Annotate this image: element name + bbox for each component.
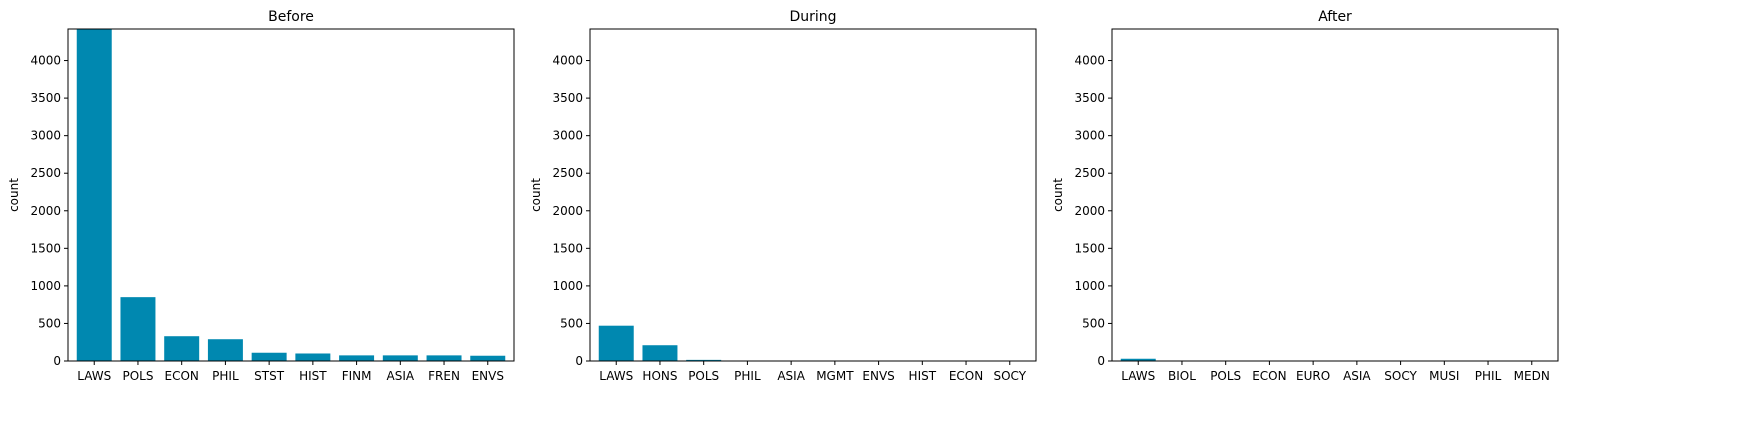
y-tick-label: 3000 [552, 129, 583, 143]
y-tick-label: 3500 [30, 91, 61, 105]
y-tick-label: 2000 [30, 204, 61, 218]
x-tick-label: FREN [428, 369, 460, 383]
axes-frame [1111, 28, 1559, 362]
y-tick-label: 3000 [30, 129, 61, 143]
y-tick-label: 2000 [552, 204, 583, 218]
x-tick-label: BIOL [1168, 369, 1196, 383]
y-tick-label: 1000 [1074, 279, 1105, 293]
y-tick-label: 4000 [1074, 54, 1105, 68]
y-tick-label: 500 [1082, 316, 1105, 330]
bar-finm [339, 355, 375, 361]
subplot-2: LAWS HONS POLS PHIL ASIA MGMT ENVS HIST ECON SOCY… [529, 9, 1037, 383]
y-tick-label: 0 [575, 354, 583, 368]
bar-asia [382, 355, 418, 361]
y-tick-label: 2500 [552, 166, 583, 180]
subplots: LAWS POLS ECON PHIL STST HIST FINM ASIA FREN ENVS… [7, 9, 1559, 383]
y-tick-label: 1000 [30, 279, 61, 293]
bar-envs [470, 355, 506, 361]
y-tick-label: 4000 [552, 54, 583, 68]
subplot-3: LAWS BIOL POLS ECON EURO ASIA SOCY MUSI PHIL MEDN… [1051, 9, 1559, 383]
x-tick-label: ECON [164, 369, 198, 383]
bar-stst [251, 352, 287, 361]
x-tick-label: PHIL [734, 369, 761, 383]
bar-laws [598, 325, 634, 361]
y-axis-label: count [1051, 178, 1065, 212]
axes-frame [67, 28, 515, 362]
bar-econ [164, 336, 200, 361]
x-tick-label: MEDN [1514, 369, 1550, 383]
subplot-1: LAWS POLS ECON PHIL STST HIST FINM ASIA FREN ENVS… [7, 9, 515, 383]
x-tick-label: SOCY [1384, 369, 1417, 383]
y-tick-label: 0 [1097, 354, 1105, 368]
y-tick-label: 2500 [30, 166, 61, 180]
x-tick-label: ASIA [777, 369, 805, 383]
y-tick-label: 1500 [1074, 241, 1105, 255]
x-tick-label: ASIA [1343, 369, 1371, 383]
x-tick-label: POLS [122, 369, 153, 383]
y-axis-label: count [529, 178, 543, 212]
subplot-title: During [789, 9, 836, 25]
x-tick-label: ECON [1252, 369, 1286, 383]
y-tick-label: 500 [560, 316, 583, 330]
y-axis-label: count [7, 178, 21, 212]
bar-laws [1120, 358, 1156, 361]
x-tick-label: HIST [909, 369, 937, 383]
bar-phil [207, 339, 243, 361]
x-tick-label: MUSI [1429, 369, 1459, 383]
x-tick-label: STST [254, 369, 285, 383]
bar-fren [426, 355, 462, 361]
bar-hist [295, 353, 331, 361]
x-tick-label: LAWS [77, 369, 111, 383]
x-tick-label: PHIL [212, 369, 239, 383]
bar-pols [686, 359, 722, 361]
axes-frame [589, 28, 1037, 362]
x-tick-label: FINM [342, 369, 372, 383]
x-tick-label: PHIL [1475, 369, 1502, 383]
bar-hons [642, 345, 678, 361]
x-tick-label: ENVS [472, 369, 504, 383]
x-tick-label: MGMT [816, 369, 854, 383]
x-tick-label: POLS [688, 369, 719, 383]
y-tick-label: 0 [53, 354, 61, 368]
y-tick-label: 2500 [1074, 166, 1105, 180]
x-tick-label: POLS [1210, 369, 1241, 383]
y-tick-label: 3500 [1074, 91, 1105, 105]
x-tick-label: ECON [949, 369, 983, 383]
y-tick-label: 4000 [30, 54, 61, 68]
subplot-title: After [1318, 9, 1352, 25]
x-tick-label: HIST [299, 369, 327, 383]
x-tick-label: LAWS [599, 369, 633, 383]
subplot-title: Before [268, 9, 314, 25]
x-tick-label: ASIA [387, 369, 415, 383]
y-tick-label: 500 [38, 316, 61, 330]
y-tick-label: 1000 [552, 279, 583, 293]
x-tick-label: EURO [1296, 369, 1330, 383]
y-tick-label: 1500 [30, 241, 61, 255]
bar-pols [120, 297, 156, 361]
y-tick-label: 1500 [552, 241, 583, 255]
y-tick-label: 2000 [1074, 204, 1105, 218]
x-tick-label: LAWS [1121, 369, 1155, 383]
x-tick-label: SOCY [993, 369, 1026, 383]
y-tick-label: 3500 [552, 91, 583, 105]
y-tick-label: 3000 [1074, 129, 1105, 143]
x-tick-label: HONS [642, 369, 677, 383]
x-tick-label: ENVS [862, 369, 894, 383]
bar-laws [76, 29, 112, 361]
